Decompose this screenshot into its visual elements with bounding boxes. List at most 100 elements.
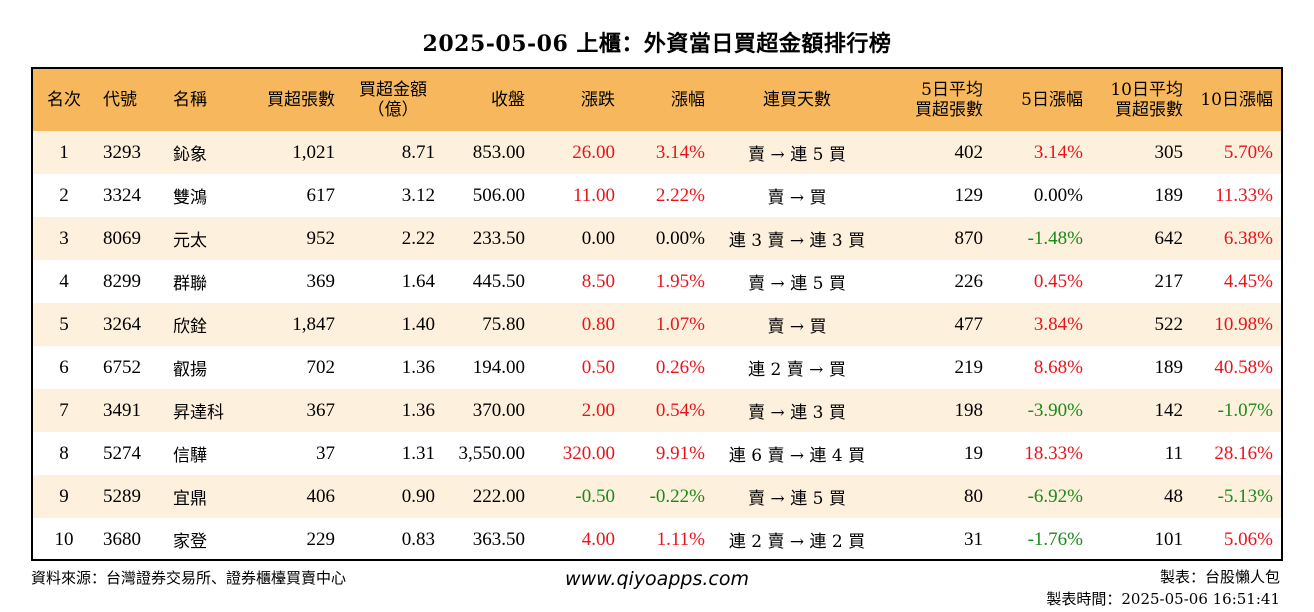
close-cell: 233.50 <box>472 227 525 249</box>
change-cell: 2.00 <box>581 399 615 421</box>
website-link[interactable]: www.qiyoapps.com <box>565 568 749 590</box>
close-cell: 506.00 <box>472 184 525 206</box>
pct10-cell: 10.98% <box>1214 313 1273 335</box>
streak-cell: 賣 → 買 <box>767 317 827 337</box>
change-cell: 0.00 <box>581 227 615 249</box>
avg5-cell: 870 <box>954 227 984 249</box>
header-pct5: 5日漲幅 <box>991 69 1091 131</box>
page-title: 2025-05-06 上櫃：外資當日買超金額排行榜 <box>422 31 892 57</box>
header-code: 代號 <box>95 69 165 131</box>
rank-cell: 10 <box>54 528 74 550</box>
name-cell: 群聯 <box>173 274 207 294</box>
header-name-line1: 名稱 <box>173 90 207 110</box>
change-pct-cell: 9.91% <box>655 442 705 464</box>
pct10-cell: 4.45% <box>1223 270 1273 292</box>
buy-lots-cell: 229 <box>306 528 336 550</box>
timestamp-label: 製表時間：2025-05-06 16:51:41 <box>1046 590 1280 608</box>
header-buy-amount-line1: 買超金額 <box>359 80 427 100</box>
avg10-cell: 642 <box>1154 227 1184 249</box>
change-cell: 4.00 <box>581 528 615 550</box>
table-row: 1 3293 鈊象 1,021 8.71 853.00 26.00 3.14% 賣 → 連 5 … <box>33 131 1281 174</box>
avg5-cell: 129 <box>954 184 984 206</box>
header-change-pct-line1: 漲幅 <box>671 90 705 110</box>
ranking-table-container: 名次 代號 名稱 買超張數 買超金額 （億） 收盤 漲跌 漲幅 連買天數 5日平均 買超張數 5日漲幅 1… <box>31 67 1283 561</box>
pct10-cell: -5.13% <box>1217 485 1273 507</box>
buy-amount-cell: 1.40 <box>401 313 435 335</box>
code-cell: 8299 <box>103 270 141 292</box>
header-avg5: 5日平均 買超張數 <box>881 69 991 131</box>
header-pct5-line1: 5日漲幅 <box>1021 90 1083 110</box>
pct5-cell: 8.68% <box>1033 356 1083 378</box>
header-avg10-line2: 買超張數 <box>1115 100 1183 120</box>
table-row: 9 5289 宜鼎 406 0.90 222.00 -0.50 -0.22% 賣 → 連 5 買… <box>33 475 1281 518</box>
rank-cell: 4 <box>59 270 69 292</box>
code-cell: 3264 <box>103 313 141 335</box>
table-row: 6 6752 叡揚 702 1.36 194.00 0.50 0.26% 連 2 賣 → 買 21… <box>33 346 1281 389</box>
pct10-cell: 28.16% <box>1214 442 1273 464</box>
rank-cell: 3 <box>59 227 69 249</box>
header-change-line1: 漲跌 <box>581 90 615 110</box>
pct5-cell: -6.92% <box>1027 485 1083 507</box>
streak-cell: 連 6 賣 → 連 4 買 <box>728 446 866 466</box>
table-row: 5 3264 欣銓 1,847 1.40 75.80 0.80 1.07% 賣 → 買 477 3.… <box>33 303 1281 346</box>
header-avg10: 10日平均 買超張數 <box>1091 69 1191 131</box>
buy-lots-cell: 367 <box>306 399 336 421</box>
streak-cell: 連 2 賣 → 買 <box>748 360 846 380</box>
rank-cell: 7 <box>59 399 69 421</box>
streak-cell: 賣 → 連 5 買 <box>748 145 846 165</box>
name-cell: 家登 <box>173 532 207 552</box>
avg10-cell: 522 <box>1154 313 1184 335</box>
code-cell: 3680 <box>103 528 141 550</box>
buy-lots-cell: 406 <box>306 485 336 507</box>
header-buy-lots: 買超張數 <box>245 69 343 131</box>
change-cell: 0.50 <box>581 356 615 378</box>
ranking-table: 名次 代號 名稱 買超張數 買超金額 （億） 收盤 漲跌 漲幅 連買天數 5日平均 買超張數 5日漲幅 1… <box>33 69 1281 559</box>
change-pct-cell: 0.26% <box>655 356 705 378</box>
avg5-cell: 19 <box>964 442 983 464</box>
name-cell: 信驊 <box>173 446 207 466</box>
streak-cell: 賣 → 連 5 買 <box>748 489 846 509</box>
header-change-pct: 漲幅 <box>623 69 713 131</box>
buy-amount-cell: 1.36 <box>401 399 435 421</box>
streak-cell: 賣 → 買 <box>767 188 827 208</box>
change-pct-cell: 0.00% <box>655 227 705 249</box>
pct10-cell: 5.06% <box>1223 528 1273 550</box>
pct5-cell: 3.84% <box>1033 313 1083 335</box>
rank-cell: 5 <box>59 313 69 335</box>
table-row: 10 3680 家登 229 0.83 363.50 4.00 1.11% 連 2 賣 → 連 … <box>33 518 1281 559</box>
avg10-cell: 217 <box>1154 270 1184 292</box>
avg5-cell: 477 <box>954 313 984 335</box>
close-cell: 3,550.00 <box>458 442 526 464</box>
change-cell: 0.80 <box>581 313 615 335</box>
table-body: 1 3293 鈊象 1,021 8.71 853.00 26.00 3.14% 賣 → 連 5 … <box>33 131 1281 559</box>
header-close: 收盤 <box>443 69 533 131</box>
name-cell: 元太 <box>173 231 207 251</box>
table-row: 4 8299 群聯 369 1.64 445.50 8.50 1.95% 賣 → 連 5 買 22… <box>33 260 1281 303</box>
avg10-cell: 142 <box>1154 399 1184 421</box>
avg5-cell: 80 <box>964 485 983 507</box>
name-cell: 雙鴻 <box>173 188 207 208</box>
avg10-cell: 189 <box>1154 184 1184 206</box>
code-cell: 5274 <box>103 442 141 464</box>
change-cell: 11.00 <box>572 184 615 206</box>
rank-cell: 9 <box>59 485 69 507</box>
close-cell: 194.00 <box>472 356 525 378</box>
name-cell: 昇達科 <box>173 403 224 423</box>
table-row: 2 3324 雙鴻 617 3.12 506.00 11.00 2.22% 賣 → 買 129 0.… <box>33 174 1281 217</box>
header-buy-lots-line1: 買超張數 <box>267 90 335 110</box>
avg10-cell: 101 <box>1154 528 1184 550</box>
header-buy-amount-line2: （億） <box>367 100 419 120</box>
avg5-cell: 219 <box>954 356 984 378</box>
name-cell: 叡揚 <box>173 360 207 380</box>
buy-lots-cell: 952 <box>306 227 336 249</box>
code-cell: 3293 <box>103 141 141 163</box>
header-streak-line1: 連買天數 <box>763 90 831 110</box>
header-name: 名稱 <box>165 69 245 131</box>
buy-amount-cell: 8.71 <box>401 141 435 163</box>
buy-lots-cell: 369 <box>306 270 336 292</box>
buy-lots-cell: 617 <box>306 184 336 206</box>
author-label: 製表：台股懶人包 <box>1159 568 1280 586</box>
buy-lots-cell: 702 <box>306 356 336 378</box>
header-avg5-line2: 買超張數 <box>915 100 983 120</box>
header-avg5-line1: 5日平均 <box>921 80 983 100</box>
